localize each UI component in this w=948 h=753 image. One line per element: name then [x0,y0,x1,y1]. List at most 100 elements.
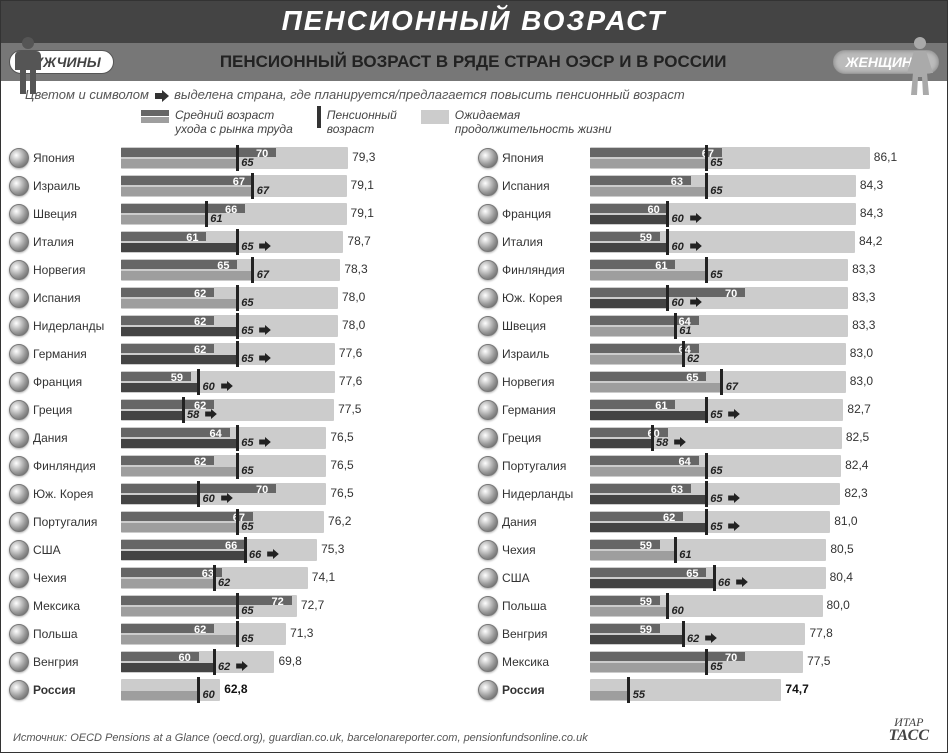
country-name: Юж. Корея [498,291,590,305]
bar-group: 656778,3 [121,259,470,281]
pension-label: 65 [710,269,722,281]
life-label: 69,8 [278,654,314,668]
pension-bar [590,243,668,252]
country-row: Япония706579,3 [9,144,470,172]
avg-bar [121,148,276,157]
subtitle-band: МУЖЧИНЫ ПЕНСИОННЫЙ ВОЗРАСТ В РЯДЕ СТРАН … [1,43,947,81]
flag-icon [9,316,29,336]
life-label: 79,3 [352,150,388,164]
bar-group: 596080,0 [590,595,939,617]
arrow-right-icon [674,437,686,447]
country-row: Италия616578,7 [9,228,470,256]
flag-icon [9,400,29,420]
pension-tick [236,229,239,255]
country-row: Франция606084,3 [478,200,939,228]
pension-bar [590,495,706,504]
life-label: 84,3 [860,206,896,220]
pension-bar [121,355,237,364]
pension-tick [666,229,669,255]
arrow-right-icon [236,661,248,671]
flag-icon [9,680,29,700]
avg-bar [121,596,292,605]
itar-tass-logo: ИТАР ТАСС [889,716,935,744]
country-row: Швеция666179,1 [9,200,470,228]
bar-group: 616578,7 [121,231,470,253]
pension-bar [590,523,706,532]
country-row: Польша596080,0 [478,592,939,620]
bar-group: 625877,5 [121,399,470,421]
bar-group: 636274,1 [121,567,470,589]
flag-icon [478,428,498,448]
pension-label: 65 [710,521,722,533]
arrow-right-icon [736,577,748,587]
pension-tick [251,173,254,199]
arrow-right-icon [267,549,279,559]
flag-icon [478,652,498,672]
life-label: 74,7 [785,682,821,696]
country-name: Швеция [498,319,590,333]
arrow-right-icon [690,213,702,223]
pension-bar [121,635,237,644]
country-row: Россия6062,8 [9,676,470,704]
country-row: Венгрия596277,8 [478,620,939,648]
pension-tick [666,201,669,227]
pension-label: 62 [218,577,230,589]
country-name: Япония [29,151,121,165]
arrow-right-icon [155,90,169,102]
pension-bar [590,215,668,224]
pension-tick [236,341,239,367]
pension-bar [121,439,237,448]
life-label: 80,4 [830,570,866,584]
pension-label: 65 [241,157,253,169]
bar-group: 646576,5 [121,427,470,449]
country-row: Франция596077,6 [9,368,470,396]
pension-tick [197,369,200,395]
country-row: Мексика706577,5 [478,648,939,676]
arrow-right-icon [221,381,233,391]
life-label: 84,2 [859,234,895,248]
pension-label: 61 [679,549,691,561]
country-name: Франция [498,207,590,221]
flag-icon [9,260,29,280]
pension-tick [705,397,708,423]
arrow-right-icon [690,297,702,307]
country-name: Испания [498,179,590,193]
pension-label: 60 [203,381,215,393]
pension-bar [121,215,206,224]
flag-icon [9,624,29,644]
country-name: Финляндия [498,263,590,277]
country-row: Нидерланды626578,0 [9,312,470,340]
avg-label: 70 [725,288,737,300]
pension-tick [236,145,239,171]
pension-tick [197,677,200,703]
pension-tick [705,481,708,507]
bar-group: 656783,0 [590,371,939,393]
flag-icon [478,624,498,644]
pension-bar [121,607,237,616]
life-label: 83,3 [852,262,888,276]
pension-bar [121,187,253,196]
life-label: 82,3 [844,486,880,500]
avg-bar [590,652,745,661]
pension-bar [590,299,668,308]
bar-group: 706083,3 [590,287,939,309]
pension-tick [244,537,247,563]
flag-icon [478,568,498,588]
pension-bar [590,411,706,420]
pension-bar [121,243,237,252]
life-label: 82,7 [847,402,883,416]
pension-label: 65 [241,241,253,253]
country-row: Дания626581,0 [478,508,939,536]
man-silhouette-icon [7,35,49,95]
pension-tick [666,285,669,311]
pension-bar [121,467,237,476]
flag-icon [478,148,498,168]
country-row: Швеция646183,3 [478,312,939,340]
pension-label: 62 [218,661,230,673]
pension-tick [236,621,239,647]
bar-group: 626576,5 [121,455,470,477]
pension-tick [627,677,630,703]
pension-bar [590,467,706,476]
pension-bar [121,271,253,280]
pension-bar [590,187,706,196]
